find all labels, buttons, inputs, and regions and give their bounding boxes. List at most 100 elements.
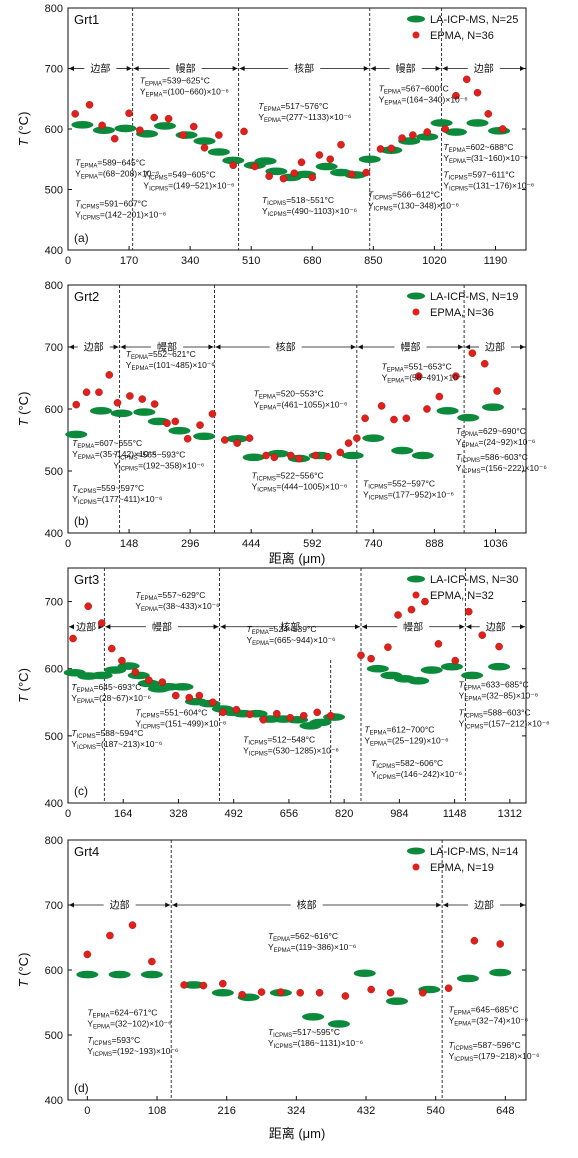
epma-point	[189, 122, 198, 131]
annotation-text: TICPMS=593°C	[87, 1035, 140, 1047]
epma-point	[85, 101, 94, 109]
y-tick-label: 400	[45, 1095, 63, 1107]
annotation-text: TEPMA=645~685°C	[449, 1004, 519, 1016]
zone-label: 幔部	[152, 620, 172, 633]
x-tick-label: 340	[181, 255, 199, 267]
epma-point	[200, 143, 209, 152]
epma-point	[394, 611, 402, 619]
annotation-text: YEPMA=(101~485)×10⁻⁶	[126, 360, 215, 372]
zone-label: 核部	[294, 62, 314, 75]
zone-arrowhead	[363, 66, 369, 71]
zone-arrowhead	[520, 902, 525, 908]
epma-point	[464, 607, 473, 616]
annotation-text: YEPMA=(461~1055)×10⁻⁶	[254, 400, 348, 412]
la-icp-ms-point	[481, 403, 504, 411]
epma-point	[148, 957, 156, 966]
y-tick-label: 400	[45, 528, 63, 540]
y-tick-label: 400	[45, 798, 63, 810]
x-tick-label: 1020	[422, 255, 446, 267]
epma-point	[196, 421, 204, 429]
epma-point	[353, 434, 361, 442]
annotation-text: YICPMS=(490~1103)×10⁻⁶	[262, 206, 357, 218]
annotation-text: TICPMS=588~603°C	[459, 708, 531, 720]
epma-point	[164, 114, 173, 123]
epma-point	[495, 642, 503, 651]
epma-point	[233, 439, 241, 447]
annotation-text: YEPMA=(32~102)×10⁻⁶	[87, 1019, 171, 1031]
epma-point	[277, 988, 285, 996]
epma-point	[107, 644, 116, 653]
x-tick-label: 850	[364, 255, 382, 267]
legend-label: EPMA, N=32	[430, 590, 494, 602]
epma-point	[452, 372, 460, 380]
la-icp-ms-point	[182, 981, 205, 989]
epma-point	[414, 372, 423, 380]
annotation-text: YICPMS=(186~1131)×10⁻⁶	[268, 1038, 363, 1050]
x-tick-label: 0	[65, 255, 71, 267]
epma-point	[219, 708, 227, 717]
epma-point	[347, 170, 356, 179]
epma-point	[296, 988, 305, 997]
zone-arrowhead	[350, 344, 356, 350]
zone-arrowhead	[357, 344, 363, 350]
annotation-text: YEPMA=(32~74)×10⁻⁶	[449, 1015, 529, 1027]
zone-label: 边部	[90, 62, 110, 75]
y-tick-label: 600	[45, 664, 63, 676]
x-tick-label: 510	[242, 255, 260, 267]
y-tick-label: 500	[45, 185, 63, 197]
epma-point	[435, 392, 444, 401]
zone-label: 边部	[486, 620, 506, 633]
epma-point	[229, 161, 238, 170]
zone-arrowhead	[520, 624, 525, 630]
la-icp-ms-point	[309, 718, 332, 727]
annotation-text: YEPMA=(25~129)×10⁻⁶	[364, 736, 448, 748]
epma-point	[110, 134, 119, 143]
epma-point	[421, 597, 429, 606]
zone-arrowhead	[466, 624, 472, 630]
annotation-text: TEPMA=520~553°C	[254, 389, 324, 401]
la-icp-ms-point	[222, 156, 245, 165]
la-icp-ms-point	[488, 662, 511, 671]
epma-point	[299, 711, 308, 720]
zone-arrowhead	[520, 66, 525, 71]
x-tick-label: 148	[120, 538, 138, 550]
zone-label: 边部	[474, 62, 494, 75]
y-tick-label: 700	[45, 342, 63, 354]
epma-point	[498, 125, 507, 133]
epma-point	[126, 392, 134, 400]
la-icp-ms-point	[466, 119, 489, 127]
epma-point	[496, 940, 504, 948]
epma-point	[367, 985, 375, 994]
x-tick-label: 432	[357, 1105, 375, 1117]
epma-point	[287, 451, 295, 460]
epma-point	[150, 113, 159, 122]
zone-arrowhead	[520, 344, 525, 350]
la-icp-ms-point	[416, 133, 439, 141]
epma-point	[209, 698, 217, 707]
zone-label: 幔部	[396, 62, 416, 75]
epma-point	[171, 691, 180, 700]
panel-grt1: 400 500 600 700 800 0 170 340 510 680 850 1020 1190 T…	[16, 3, 534, 267]
x-tick-label: 108	[148, 1105, 166, 1117]
annotation-text: TICPMS=582~606°C	[371, 758, 443, 770]
epma-point	[180, 981, 188, 989]
epma-point	[341, 992, 350, 1000]
epma-point	[250, 162, 259, 171]
epma-point	[423, 128, 432, 136]
annotation-text: TEPMA=629~690°C	[456, 426, 526, 438]
annotation-text: YICPMS=(530~1285)×10⁻⁶	[243, 746, 339, 758]
annotation-text: TICPMS=549~605°C	[143, 169, 215, 181]
annotation-text: YICPMS=(444~1005)×10⁻⁶	[252, 481, 348, 493]
annotation-text: TEPMA=607~655°C	[72, 438, 142, 450]
zone-arrowhead	[361, 624, 367, 630]
y-tick-label: 800	[45, 280, 63, 292]
zone-arrowhead	[370, 66, 376, 71]
epma-point	[434, 640, 443, 648]
epma-point	[72, 400, 81, 409]
epma-point	[326, 711, 335, 720]
x-tick-label: 216	[218, 1105, 236, 1117]
annotation-text: TEPMA=517~576°C	[258, 101, 328, 113]
annotation-text: TICPMS=597~611°C	[443, 169, 514, 181]
la-icp-ms-point	[242, 453, 265, 462]
epma-point	[270, 453, 279, 462]
